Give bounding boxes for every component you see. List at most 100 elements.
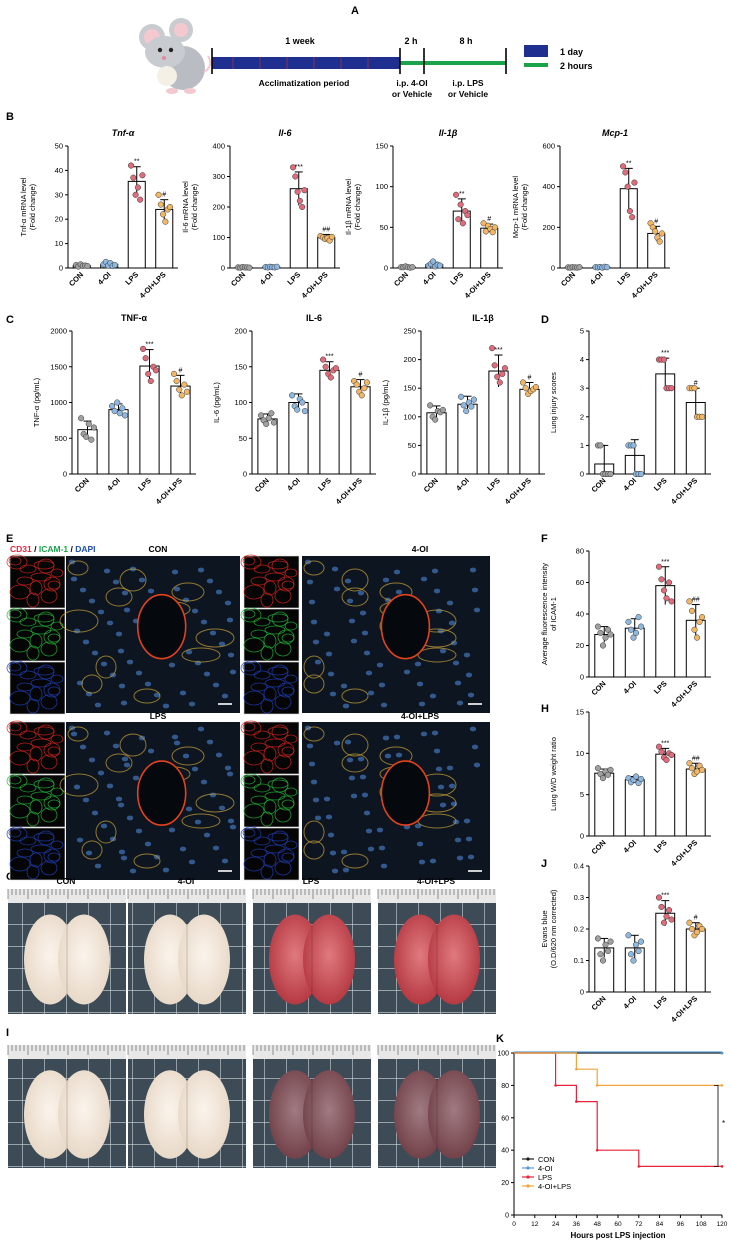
nucleus: [203, 832, 211, 838]
data-point: [691, 626, 698, 633]
nucleus: [224, 765, 232, 771]
data-point: [665, 907, 673, 914]
tissue-strand: [284, 674, 298, 684]
tissue-strand: [29, 799, 43, 815]
bar-lps: [655, 753, 676, 837]
y-tick-label: 200: [234, 327, 247, 336]
data-point: [655, 743, 662, 750]
data-point: [597, 442, 604, 449]
x-tick-label: 72: [635, 1221, 643, 1228]
significance-mark: #: [487, 216, 491, 223]
tissue-strand: [242, 828, 256, 838]
nucleus: [206, 739, 214, 745]
data-point: [130, 174, 137, 181]
data-point: [602, 634, 609, 641]
micrograph-set-0: [6, 554, 240, 715]
data-point: [630, 634, 637, 641]
nucleus: [416, 681, 424, 687]
nucleus: [182, 597, 190, 603]
nucleus: [357, 590, 365, 596]
tissue-strand: [26, 698, 40, 714]
data-point: [457, 201, 464, 208]
lung-photographs: [7, 889, 496, 1168]
nucleus: [135, 670, 143, 676]
x-tick-label: LPS: [615, 270, 632, 287]
lung-label-4oi: 4-OI: [178, 876, 195, 886]
data-point: [625, 932, 632, 939]
panel-e-images: CD31 / ICAM-1 / DAPI CON 4-OI LPS 4-OI+L…: [10, 544, 439, 721]
data-point: [668, 598, 675, 605]
censor-point: [575, 1067, 578, 1071]
nucleus: [188, 859, 196, 865]
y-tick-label: 500: [54, 434, 67, 443]
data-point: [263, 420, 270, 428]
y-tick-label: 15: [576, 708, 584, 717]
y-axis-label: Evans blue: [540, 910, 549, 947]
panel-letter-i: I: [6, 1027, 9, 1039]
nucleus: [168, 662, 176, 668]
tissue-strand: [29, 852, 43, 868]
data-point: [489, 345, 496, 352]
channel-thumbnail: [243, 608, 300, 662]
y-tick-label: 0: [59, 264, 63, 273]
nucleus: [215, 752, 223, 758]
nucleus: [121, 756, 129, 762]
bar-4-oi: [108, 409, 129, 475]
channel-thumbnail: [243, 774, 300, 828]
tissue-strand: [284, 734, 298, 744]
nucleus: [312, 797, 320, 803]
tissue-strand: [6, 660, 28, 676]
nucleus: [123, 607, 131, 613]
data-point: [699, 614, 706, 621]
data-point: [273, 263, 280, 270]
x-tick-label: 24: [552, 1221, 560, 1228]
nucleus: [357, 756, 365, 762]
x-tick-label: CON: [590, 476, 608, 494]
nucleus: [348, 618, 356, 624]
nucleus: [212, 682, 220, 688]
channel-dapi-label: DAPI: [75, 544, 95, 554]
data-point: [693, 768, 701, 775]
nucleus: [380, 863, 388, 869]
nucleus: [227, 818, 235, 824]
tissue-strand: [8, 775, 22, 785]
x-tick-label: LPS: [285, 270, 302, 287]
chart-h: 0 5 10 15 Lung W/D weight ratio CON 4-OI *** LPS…: [549, 708, 711, 868]
nucleus: [153, 692, 161, 698]
nucleus: [100, 661, 108, 667]
nucleus: [325, 651, 333, 657]
y-tick-label: 20: [55, 215, 63, 224]
nucleus: [454, 837, 462, 843]
significance-mark: ##: [322, 226, 330, 233]
lung-right-lobe: [303, 1070, 355, 1159]
vessel-outline: [303, 726, 325, 742]
data-point: [626, 208, 633, 215]
data-point: [696, 618, 703, 625]
tissue-strand: [50, 734, 64, 744]
nucleus: [73, 784, 81, 790]
y-tick-label: 50: [55, 142, 63, 151]
tissue-strand: [260, 645, 274, 661]
censor-point: [575, 1100, 578, 1103]
tissue-strand: [9, 690, 31, 706]
y-tick-label: 1: [580, 441, 584, 450]
x-tick-label: 4-OI+LPS: [669, 994, 699, 1024]
nucleus: [88, 598, 96, 604]
tissue-strand: [284, 568, 298, 578]
legend-label: CON: [538, 1155, 555, 1164]
tissue-strand: [242, 609, 256, 619]
nucleus: [414, 823, 422, 829]
data-point: [116, 410, 123, 417]
tissue-strand: [263, 686, 277, 702]
x-tick-label: 4-OI: [454, 476, 471, 493]
censor-point: [595, 1148, 599, 1152]
panel-letter-c: C: [6, 314, 14, 326]
y-tick-label: 0.1: [574, 956, 584, 965]
y-tick-label: 0: [505, 1213, 509, 1220]
tissue-strand: [8, 609, 22, 619]
significance-mark: #: [359, 372, 363, 379]
vessel-outline: [303, 655, 325, 679]
nucleus: [115, 796, 123, 802]
tissue-strand: [240, 720, 262, 736]
vessel-outline: [341, 853, 369, 869]
